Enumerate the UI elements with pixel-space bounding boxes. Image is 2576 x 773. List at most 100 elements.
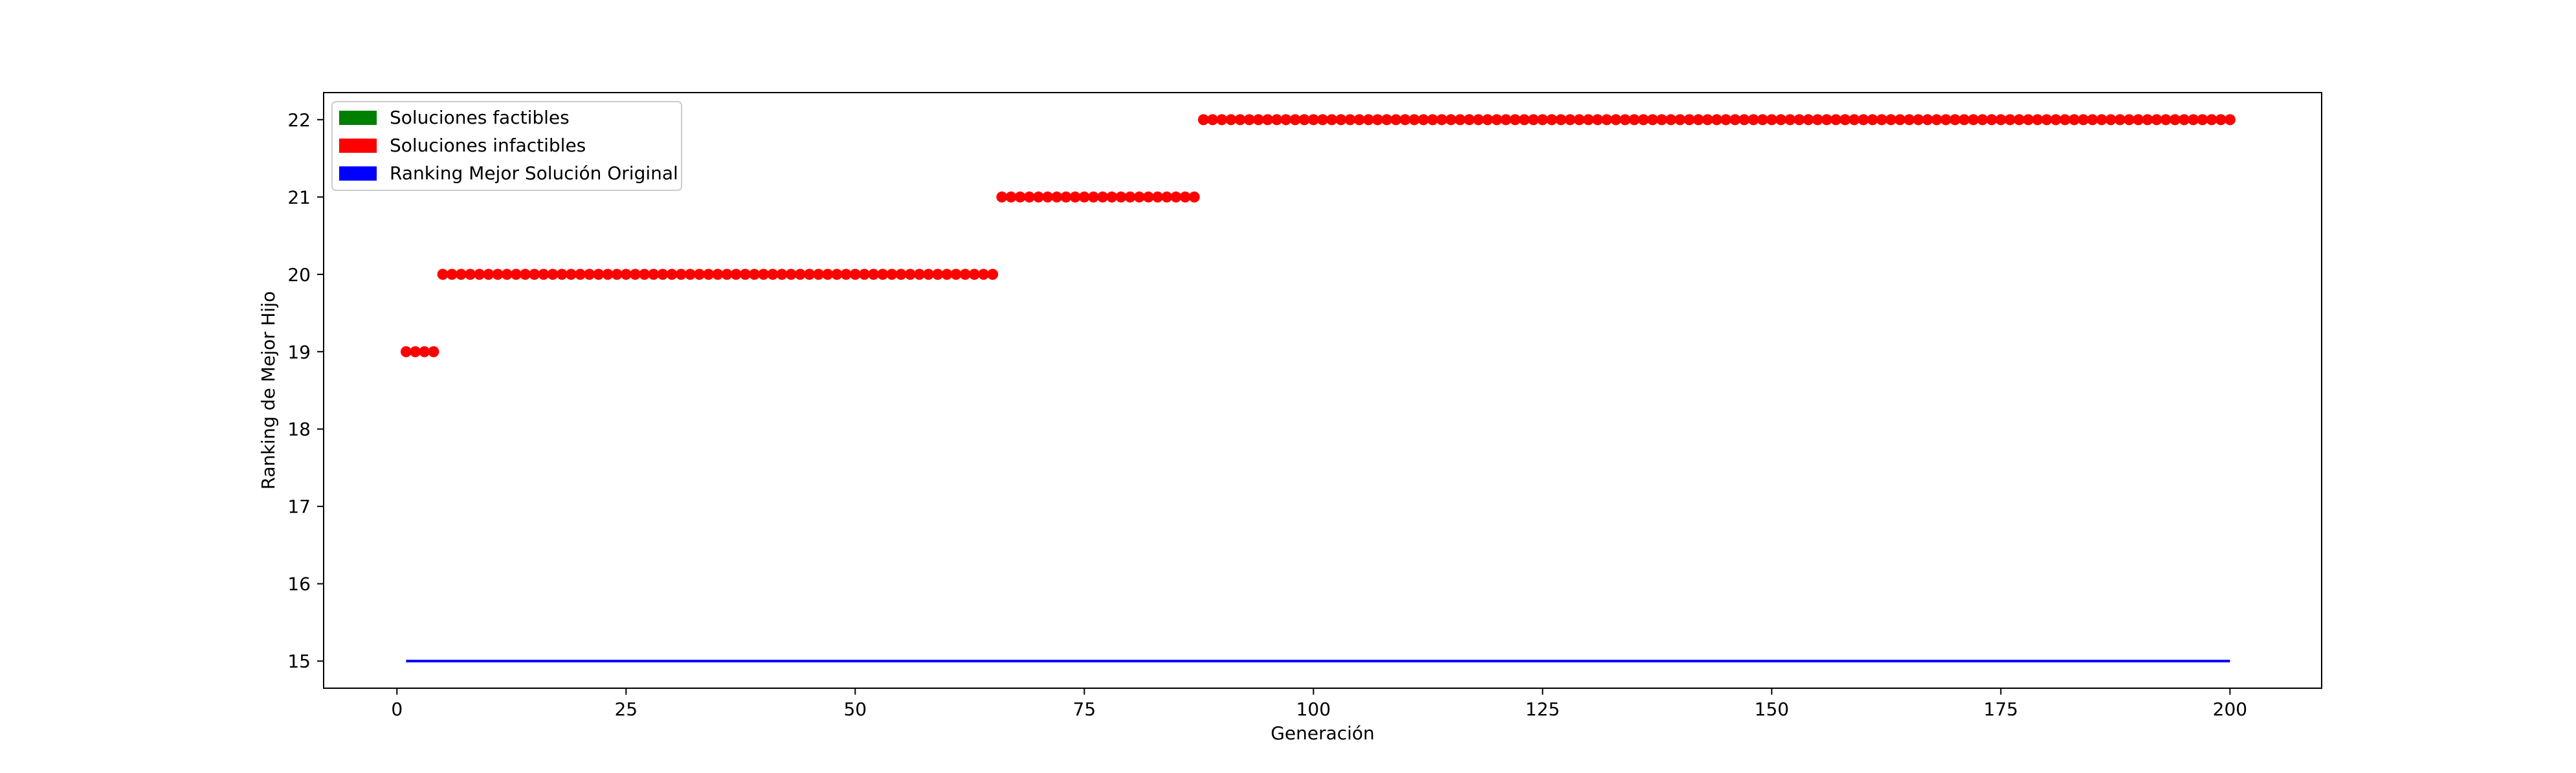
data-point — [602, 269, 614, 280]
data-point — [2069, 114, 2080, 126]
data-point — [1537, 114, 1548, 126]
data-point — [1711, 114, 1722, 126]
data-point — [2032, 114, 2043, 126]
data-point — [574, 269, 586, 280]
data-point — [1894, 114, 1906, 126]
data-point — [886, 269, 898, 280]
y-tick-label: 18 — [287, 419, 311, 440]
data-point — [1225, 114, 1237, 126]
data-point — [758, 269, 770, 280]
data-point — [1858, 114, 1869, 126]
data-point — [2023, 114, 2034, 126]
data-point — [1693, 114, 1704, 126]
data-point — [1298, 114, 1310, 126]
x-tick-label: 175 — [1984, 699, 2018, 720]
data-point — [1940, 114, 1951, 126]
data-point — [1307, 114, 1319, 126]
x-tick-label: 50 — [843, 699, 867, 720]
data-point — [2078, 114, 2089, 126]
data-point — [1482, 114, 1493, 126]
data-point — [1371, 114, 1383, 126]
data-point — [2179, 114, 2190, 126]
data-point — [877, 269, 889, 280]
data-point — [1775, 114, 1787, 126]
data-point — [675, 269, 687, 280]
data-point — [483, 269, 494, 280]
x-axis-label: Generación — [1271, 723, 1375, 744]
data-point — [1262, 114, 1274, 126]
data-point — [1234, 114, 1246, 126]
x-tick-label: 0 — [391, 699, 403, 720]
data-point — [849, 269, 861, 280]
data-point — [1115, 191, 1127, 203]
x-tick-label: 75 — [1073, 699, 1096, 720]
data-point — [410, 346, 421, 357]
data-point — [1546, 114, 1558, 126]
data-point — [831, 269, 843, 280]
data-point — [840, 269, 852, 280]
data-point — [804, 269, 816, 280]
data-point — [1922, 114, 1933, 126]
legend-swatch-original — [339, 166, 377, 181]
data-point — [1280, 114, 1292, 126]
data-point — [666, 269, 678, 280]
data-point — [1793, 114, 1805, 126]
data-point — [1087, 191, 1099, 203]
axes: 0 25 50 75 100 125 150 175 200 15 16 17 18 19 20 21 22 — [287, 92, 2322, 720]
data-point — [858, 269, 870, 280]
data-point — [1271, 114, 1283, 126]
data-point — [1867, 114, 1878, 126]
data-point — [1326, 114, 1338, 126]
data-point — [1876, 114, 1887, 126]
data-point — [1931, 114, 1942, 126]
data-point — [1638, 114, 1649, 126]
data-point — [1161, 191, 1173, 203]
data-point — [968, 269, 980, 280]
data-point — [629, 269, 641, 280]
data-point — [1069, 191, 1081, 203]
data-point — [1784, 114, 1796, 126]
data-point — [1408, 114, 1420, 126]
x-tick-label: 150 — [1755, 699, 1789, 720]
data-point — [1683, 114, 1695, 126]
data-point — [950, 269, 962, 280]
data-point — [1509, 114, 1521, 126]
data-point — [712, 269, 724, 280]
data-point — [767, 269, 779, 280]
legend-label-infactibles: Soluciones infactibles — [390, 135, 586, 156]
data-point — [2197, 114, 2208, 126]
data-point — [1390, 114, 1402, 126]
data-point — [2014, 114, 2025, 126]
data-point — [1427, 114, 1438, 126]
data-point — [1381, 114, 1393, 126]
data-point — [1078, 191, 1090, 203]
data-point — [1152, 191, 1164, 203]
data-point — [2004, 114, 2016, 126]
data-points — [400, 114, 2236, 357]
legend-label-factibles: Soluciones factibles — [390, 107, 570, 128]
data-point — [529, 269, 540, 280]
data-point — [538, 269, 550, 280]
data-point — [2087, 114, 2098, 126]
data-point — [400, 346, 412, 357]
data-point — [1014, 191, 1026, 203]
data-point — [1830, 114, 1841, 126]
data-point — [1335, 114, 1347, 126]
data-point — [1005, 191, 1017, 203]
data-point — [694, 269, 705, 280]
data-point — [1243, 114, 1255, 126]
data-point — [1106, 191, 1118, 203]
data-point — [794, 269, 806, 280]
data-point — [1500, 114, 1512, 126]
data-point — [1885, 114, 1896, 126]
data-point — [1097, 191, 1109, 203]
data-point — [1472, 114, 1484, 126]
data-point — [1839, 114, 1851, 126]
data-point — [1656, 114, 1667, 126]
y-tick-label: 19 — [287, 341, 311, 363]
y-tick-label: 20 — [287, 264, 311, 286]
data-point — [611, 269, 623, 280]
data-point — [639, 269, 650, 280]
data-point — [2096, 114, 2107, 126]
